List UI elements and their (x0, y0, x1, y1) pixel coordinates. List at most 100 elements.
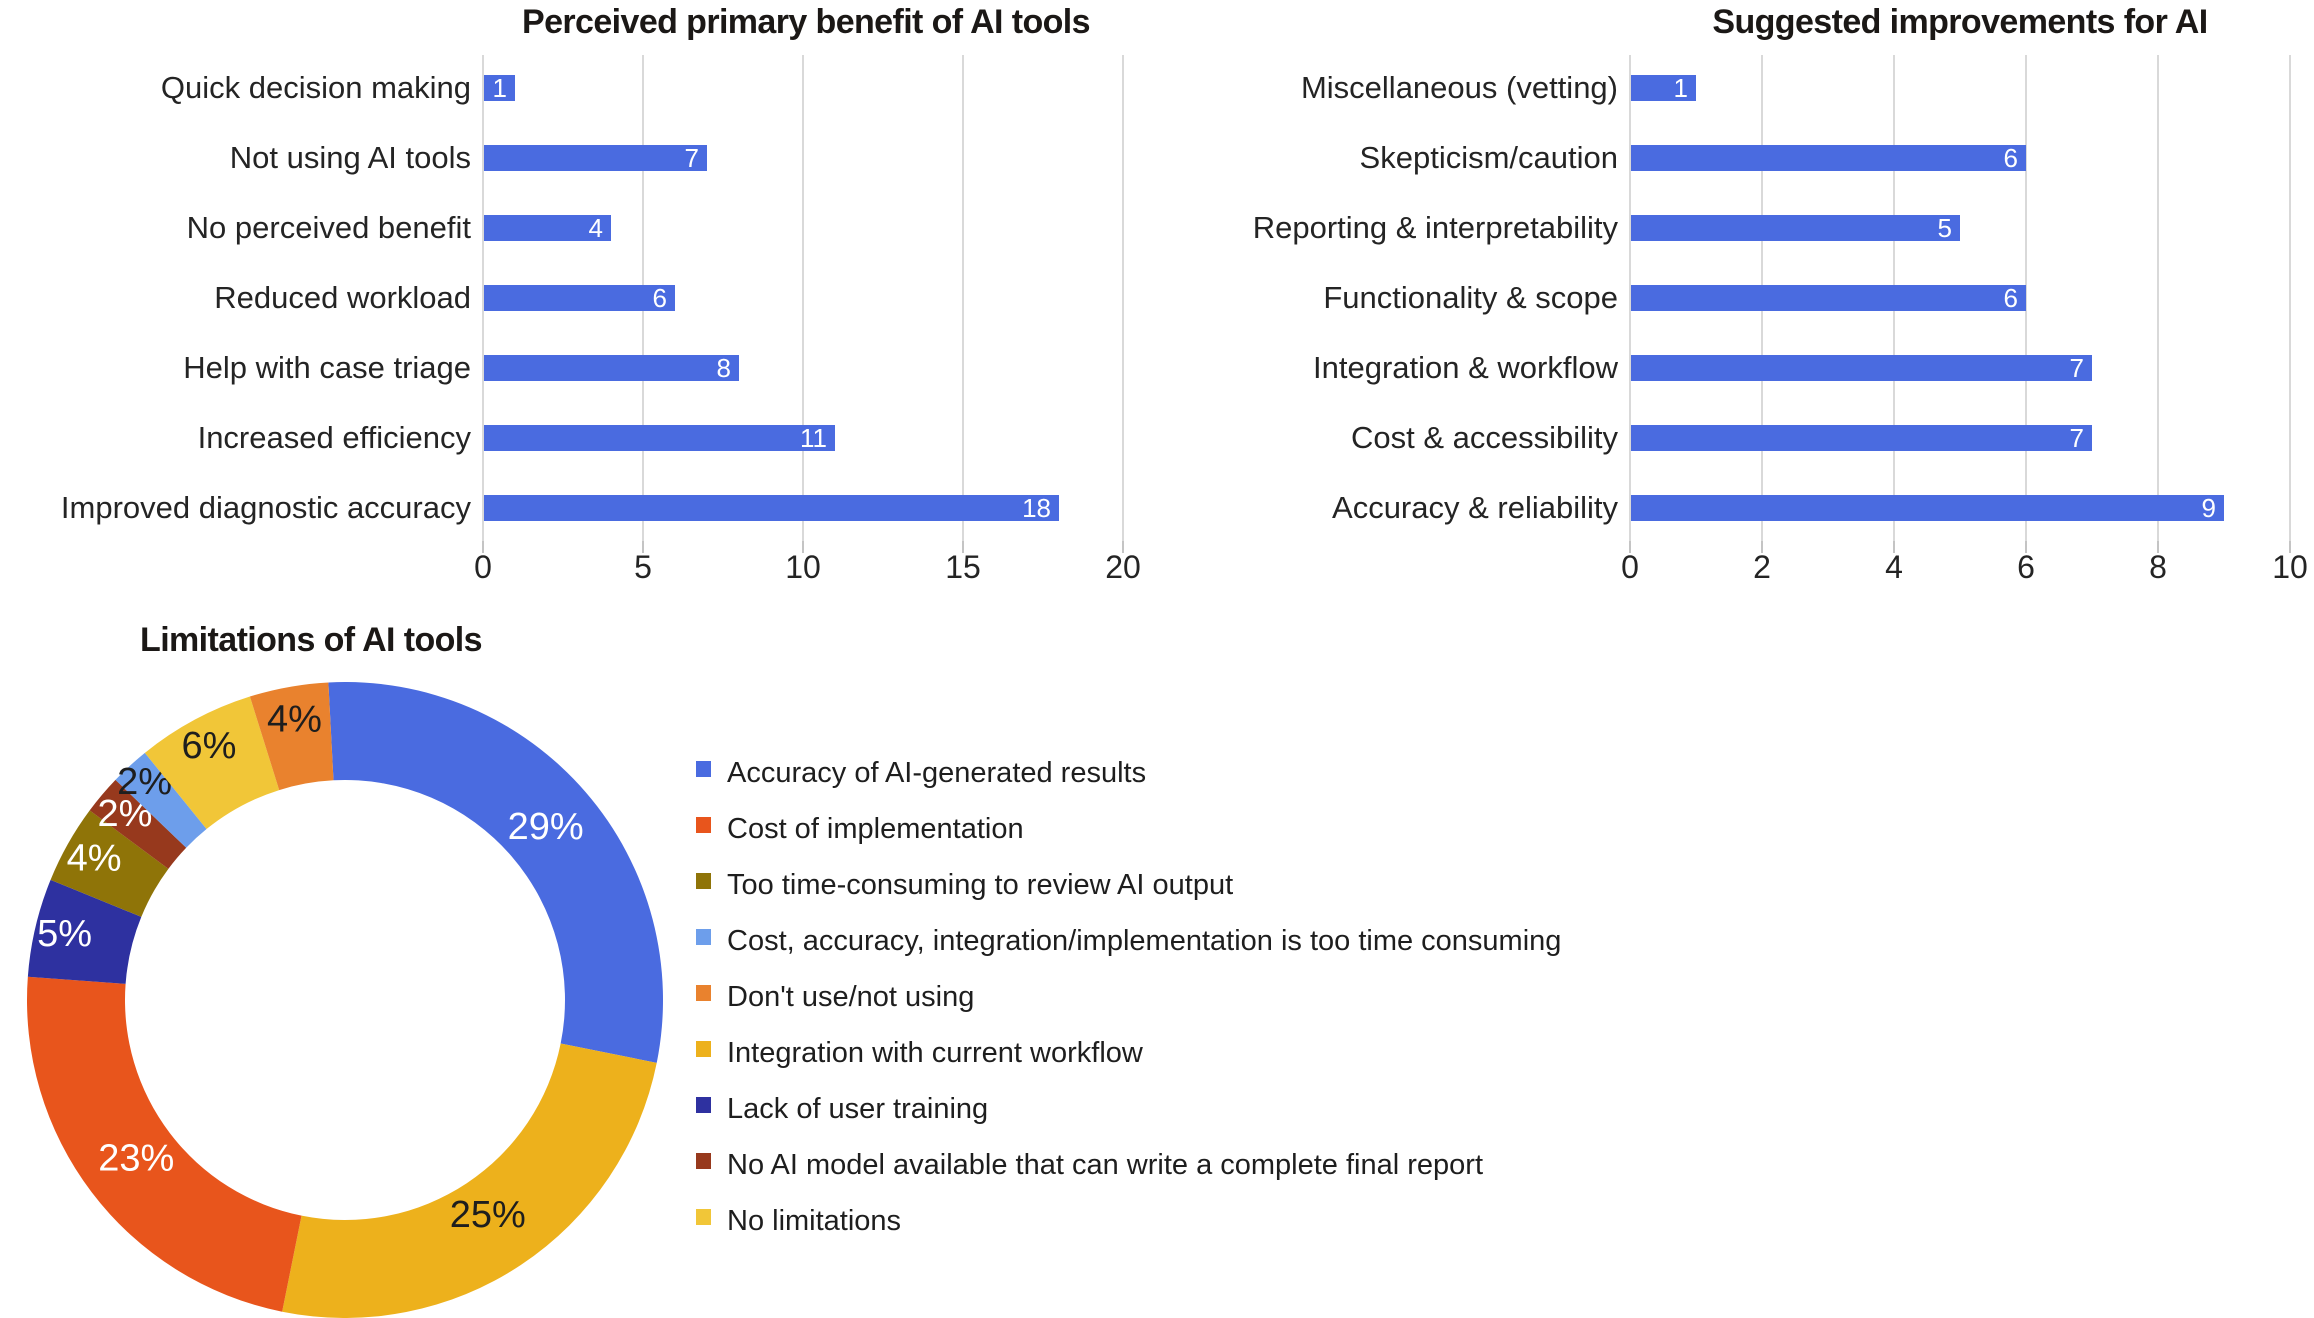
bar-improvements-3: 6 (1631, 283, 2026, 313)
donut-pct-label-7: 6% (181, 725, 236, 767)
bar-value-label: 6 (2003, 143, 2018, 173)
axis-tick-2 (1761, 541, 1763, 553)
axis-tick-label-4: 4 (1885, 549, 1903, 585)
bar-benefits-3: 6 (484, 283, 675, 313)
legend-label-2: Too time-consuming to review AI output (727, 869, 1234, 901)
legend-label-0: Accuracy of AI-generated results (727, 757, 1147, 789)
donut-pct-label-3: 5% (37, 913, 92, 955)
bar-benefits-5: 11 (484, 423, 835, 453)
axis-tick-20 (1122, 541, 1124, 553)
axis-tick-label-8: 8 (2149, 549, 2167, 585)
legend-swatch-0 (696, 761, 711, 777)
legend-label-4: Don't use/not using (727, 981, 975, 1013)
axis-tick-4 (1893, 541, 1895, 553)
category-label: Reporting & interpretability (1252, 210, 1618, 245)
axis-tick-6 (2025, 541, 2027, 553)
category-label: Increased efficiency (197, 420, 471, 455)
bar-improvements-2: 5 (1631, 213, 1960, 243)
category-label: Miscellaneous (vetting) (1300, 70, 1618, 105)
donut-slice-0 (328, 682, 664, 1063)
axis-tick-label-10: 10 (785, 549, 821, 585)
donut-slice-2 (26, 976, 302, 1312)
category-label: Integration & workflow (1313, 350, 1618, 385)
axis-tick-10 (2289, 541, 2291, 553)
donut-pct-label-8: 4% (267, 699, 322, 741)
legend-swatch-2 (696, 873, 711, 889)
bar-value-label: 7 (684, 143, 699, 173)
bar-benefits-0: 1 (484, 73, 515, 103)
bar-value-label: 7 (2069, 423, 2084, 453)
axis-tick-0 (482, 541, 484, 553)
donut-slice-8 (249, 682, 334, 791)
legend-label-3: Cost, accuracy, integration/implementati… (727, 925, 1562, 957)
category-label: Accuracy & reliability (1332, 490, 1618, 525)
gridline-6 (2025, 55, 2027, 541)
category-label: Improved diagnostic accuracy (60, 490, 471, 525)
chart-title-benefits: Perceived primary benefit of AI tools (522, 3, 1091, 41)
bar-improvements-1: 6 (1631, 143, 2026, 173)
axis-tick-label-10: 10 (2272, 549, 2308, 585)
donut-slice-1 (282, 1043, 657, 1318)
gridline-20 (1122, 55, 1124, 541)
bar-value-label: 1 (492, 73, 507, 103)
category-label: Help with case triage (183, 350, 471, 385)
bar-improvements-6: 9 (1631, 493, 2224, 523)
axis-tick-label-2: 2 (1753, 549, 1771, 585)
chart-title-limitations: Limitations of AI tools (140, 621, 483, 659)
bar-value-label: 6 (2003, 283, 2018, 313)
bar-value-label: 18 (1022, 493, 1051, 523)
donut-slice-3 (27, 879, 142, 984)
axis-tick-0 (1629, 541, 1631, 553)
gridline-8 (2157, 55, 2159, 541)
gridline-15 (962, 55, 964, 541)
legend-swatch-4 (696, 985, 711, 1001)
bar-benefits-2: 4 (484, 213, 611, 243)
axis-tick-15 (962, 541, 964, 553)
legend-swatch-5 (696, 1041, 711, 1057)
legend-label-1: Cost of implementation (727, 813, 1024, 845)
bar-improvements-4: 7 (1631, 353, 2092, 383)
category-label: Reduced workload (214, 280, 471, 315)
donut-pct-label-4: 4% (67, 838, 122, 880)
bar-benefits-1: 7 (484, 143, 707, 173)
category-label: Skepticism/caution (1359, 140, 1618, 175)
chart-title-improvements: Suggested improvements for AI (1712, 3, 2208, 41)
donut-slice-6 (115, 752, 207, 848)
bar-value-label: 11 (800, 423, 827, 453)
category-label: No perceived benefit (186, 210, 471, 245)
legend-swatch-7 (696, 1153, 711, 1169)
bar-value-label: 7 (2069, 353, 2084, 383)
bar-value-label: 5 (1937, 213, 1952, 243)
axis-tick-label-20: 20 (1105, 549, 1141, 585)
donut-slice-5 (89, 779, 187, 869)
gridline-0 (482, 55, 484, 541)
bar-value-label: 1 (1673, 73, 1688, 103)
legend-label-7: No AI model available that can write a c… (727, 1149, 1484, 1181)
axis-tick-label-0: 0 (474, 549, 492, 585)
bar-improvements-0: 1 (1631, 73, 1696, 103)
axis-tick-5 (642, 541, 644, 553)
donut-slice-4 (50, 810, 169, 917)
donut-pct-label-1: 25% (450, 1194, 526, 1236)
legend-label-6: Lack of user training (727, 1093, 989, 1125)
legend-swatch-1 (696, 817, 711, 833)
axis-tick-label-5: 5 (634, 549, 652, 585)
axis-tick-10 (802, 541, 804, 553)
legend-label-5: Integration with current workflow (727, 1037, 1143, 1069)
bar-value-label: 4 (588, 213, 603, 243)
bar-value-label: 6 (652, 283, 667, 313)
gridline-10 (2289, 55, 2291, 541)
axis-tick-8 (2157, 541, 2159, 553)
bar-value-label: 8 (716, 353, 731, 383)
bar-benefits-4: 8 (484, 353, 739, 383)
bar-value-label: 9 (2201, 493, 2216, 523)
bar-improvements-5: 7 (1631, 423, 2092, 453)
donut-pct-label-0: 29% (508, 806, 584, 848)
